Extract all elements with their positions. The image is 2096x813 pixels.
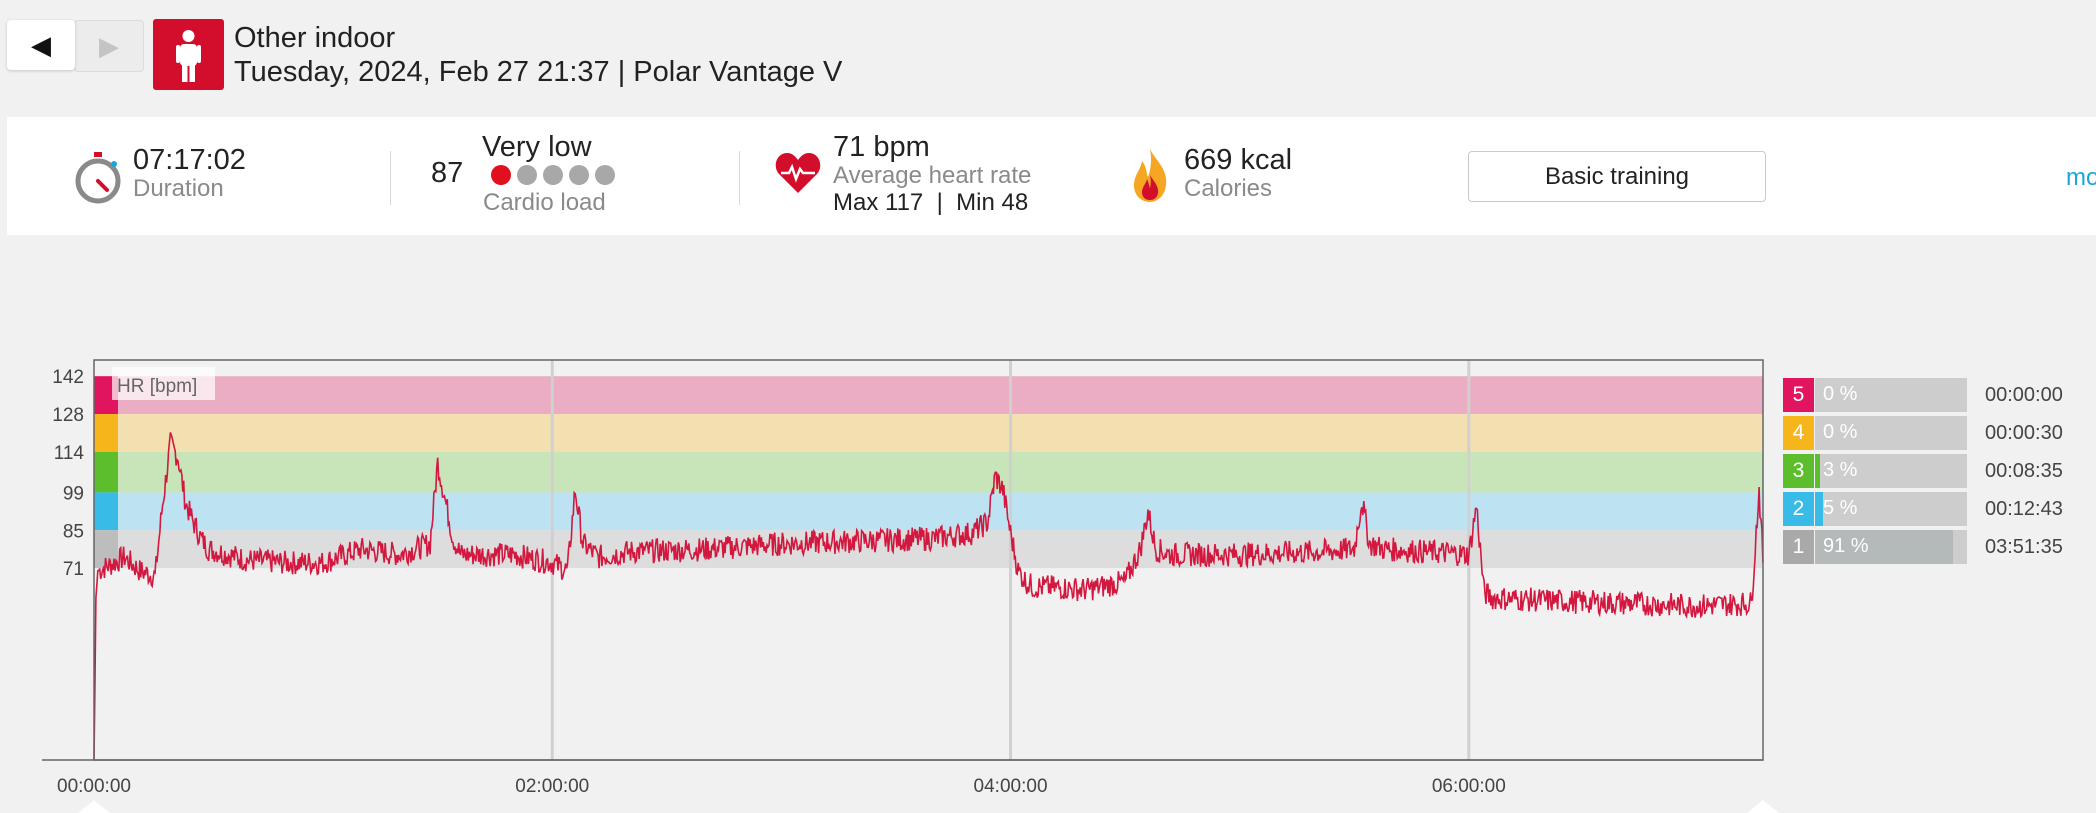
zone-badge: 5 bbox=[1783, 378, 1814, 412]
hr-chart: 142 128 114 99 85 71 00:00:00 02:00:00 04:00:00 0… bbox=[42, 359, 1779, 813]
heart-icon bbox=[775, 151, 821, 200]
y-tick-label: 99 bbox=[63, 483, 84, 504]
hr-line bbox=[93, 432, 1764, 761]
cardio-load-label: Cardio load bbox=[483, 189, 606, 216]
more-link[interactable]: mo bbox=[2066, 164, 2096, 191]
back-button[interactable]: ◀ bbox=[7, 20, 75, 70]
zone-bar-fill bbox=[1815, 492, 1823, 526]
y-tick-label: 71 bbox=[63, 559, 84, 580]
divider bbox=[390, 151, 391, 205]
x-tick-label: 02:00:00 bbox=[515, 776, 589, 797]
duration-label: Duration bbox=[133, 175, 224, 202]
zone-marker-3 bbox=[94, 451, 118, 493]
stopwatch-icon bbox=[73, 150, 123, 211]
forward-button[interactable]: ▶ bbox=[74, 20, 144, 72]
y-tick-label: 114 bbox=[54, 443, 85, 464]
summary-bar: 07:17:02 Duration 87 Very low Cardio loa… bbox=[7, 117, 2096, 235]
person-icon bbox=[153, 19, 224, 90]
cardio-load-dot bbox=[517, 165, 537, 185]
zone-marker-2 bbox=[94, 492, 118, 531]
session-subtitle: Tuesday, 2024, Feb 27 21:37 | Polar Vant… bbox=[234, 56, 843, 88]
zone-percent: 0 % bbox=[1823, 421, 1858, 443]
zone-time: 00:12:43 bbox=[1985, 498, 2063, 520]
zone-percent: 0 % bbox=[1823, 383, 1858, 405]
zone-percent: 5 % bbox=[1823, 497, 1858, 519]
zone-badge: 4 bbox=[1783, 416, 1814, 450]
cardio-load-level: Very low bbox=[482, 131, 592, 163]
cardio-load-value: 87 bbox=[431, 157, 464, 189]
avg-hr-label: Average heart rate bbox=[833, 162, 1032, 189]
calories-value: 669 kcal bbox=[1184, 144, 1293, 176]
zone-bar-fill bbox=[1815, 454, 1820, 488]
avg-hr-value: 71 bpm bbox=[833, 131, 930, 163]
arrow-right-icon: ▶ bbox=[99, 30, 119, 61]
arrow-left-icon: ◀ bbox=[31, 29, 51, 60]
hr-max-min: Max 117 | Min 48 bbox=[833, 189, 1029, 216]
zone-time: 03:51:35 bbox=[1985, 536, 2063, 558]
x-tick-label: 04:00:00 bbox=[974, 776, 1048, 797]
zone-band-2 bbox=[94, 492, 1763, 531]
divider bbox=[739, 151, 740, 205]
cardio-load-dot bbox=[569, 165, 589, 185]
zone-bar bbox=[1815, 416, 1967, 450]
sport-name: Other indoor bbox=[234, 22, 396, 54]
x-tick-label: 00:00:00 bbox=[57, 776, 131, 797]
flame-icon bbox=[1130, 147, 1170, 208]
y-tick-label: 142 bbox=[52, 367, 84, 388]
zone-percent: 3 % bbox=[1823, 459, 1858, 481]
zone-bar bbox=[1815, 492, 1967, 526]
cardio-load-dot bbox=[543, 165, 563, 185]
y-axis-label: HR [bpm] bbox=[117, 376, 197, 397]
zone-badge: 3 bbox=[1783, 454, 1814, 488]
range-handle-right bbox=[1747, 800, 1779, 813]
zone-badge: 1 bbox=[1783, 530, 1814, 564]
zone-time: 00:00:30 bbox=[1985, 422, 2063, 444]
zone-percent: 91 % bbox=[1823, 535, 1869, 557]
range-handle-left bbox=[78, 800, 110, 813]
zone-bar-fill bbox=[1815, 530, 1954, 564]
zone-bar bbox=[1815, 378, 1967, 412]
basic-training-button[interactable]: Basic training bbox=[1468, 151, 1766, 202]
zone-time: 00:00:00 bbox=[1985, 384, 2063, 406]
zone-band-4 bbox=[94, 414, 1763, 452]
y-tick-label: 85 bbox=[63, 521, 84, 542]
zone-marker-4 bbox=[94, 414, 118, 452]
y-tick-label: 128 bbox=[52, 405, 84, 426]
cardio-load-dot bbox=[595, 165, 615, 185]
cardio-load-dot bbox=[491, 165, 511, 185]
zone-badge: 2 bbox=[1783, 492, 1814, 526]
duration-value: 07:17:02 bbox=[133, 144, 246, 176]
zone-band-5 bbox=[94, 376, 1763, 415]
zone-band-3 bbox=[94, 451, 1763, 493]
x-tick-label: 06:00:00 bbox=[1432, 776, 1506, 797]
y-axis-label-box bbox=[112, 367, 215, 400]
zone-time: 00:08:35 bbox=[1985, 460, 2063, 482]
zone-bar bbox=[1815, 454, 1967, 488]
calories-label: Calories bbox=[1184, 175, 1273, 202]
